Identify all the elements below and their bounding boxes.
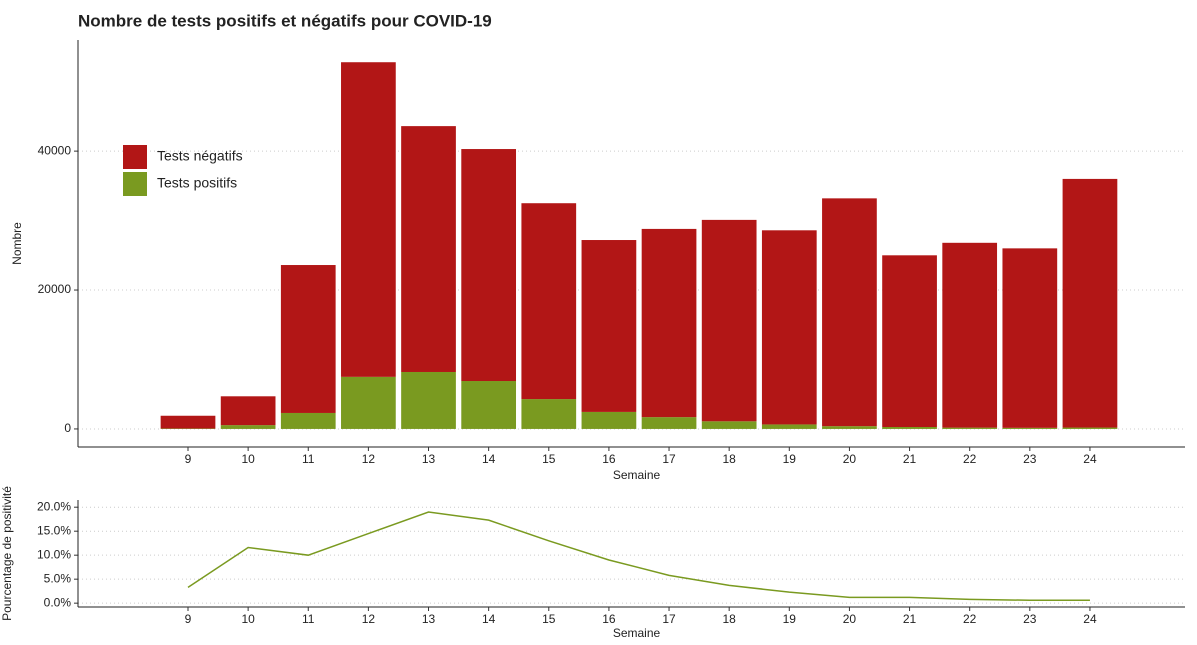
legend-label: Tests négatifs (157, 148, 243, 164)
x-tick-label: 20 (843, 612, 857, 626)
bar (401, 126, 456, 372)
x-tick-label: 20 (843, 452, 857, 466)
y-axis-label: Nombre (10, 222, 24, 265)
x-tick-label: 10 (241, 452, 255, 466)
bar (1002, 248, 1057, 427)
x-tick-label: 15 (542, 612, 556, 626)
x-tick-label: 18 (722, 612, 736, 626)
bar (281, 265, 336, 413)
bar (702, 220, 757, 421)
x-tick-label: 24 (1083, 612, 1097, 626)
legend-swatch (123, 172, 147, 196)
bar (582, 412, 637, 429)
bar (1063, 179, 1118, 428)
x-tick-label: 13 (422, 612, 436, 626)
bar (702, 421, 757, 429)
bar (341, 377, 396, 429)
x-tick-label: 22 (963, 612, 977, 626)
x-tick-label: 10 (241, 612, 255, 626)
bar (521, 399, 576, 429)
bar (341, 62, 396, 377)
bar (161, 416, 216, 429)
bar (521, 203, 576, 399)
x-axis-label: Semaine (613, 626, 661, 640)
x-tick-label: 21 (903, 612, 917, 626)
y-tick-label: 20000 (38, 282, 72, 296)
x-tick-label: 14 (482, 452, 496, 466)
x-tick-label: 12 (362, 452, 376, 466)
legend-label: Tests positifs (157, 175, 237, 191)
bar (822, 426, 877, 429)
bar (582, 240, 637, 412)
bar (221, 425, 276, 429)
bar (401, 372, 456, 429)
x-tick-label: 18 (722, 452, 736, 466)
x-tick-label: 17 (662, 612, 676, 626)
x-tick-label: 9 (185, 452, 192, 466)
bar (1063, 428, 1118, 429)
legend-swatch (123, 145, 147, 169)
x-tick-label: 13 (422, 452, 436, 466)
x-tick-label: 16 (602, 452, 616, 466)
bar (281, 413, 336, 429)
x-tick-label: 22 (963, 452, 977, 466)
bar (221, 396, 276, 425)
x-axis-label: Semaine (613, 468, 661, 482)
chart-title: Nombre de tests positifs et négatifs pou… (78, 11, 492, 30)
y-tick-label: 40000 (38, 143, 72, 157)
y-tick-label: 0.0% (44, 595, 72, 609)
bar (642, 417, 697, 429)
y-tick-label: 0 (64, 421, 71, 435)
x-tick-label: 14 (482, 612, 496, 626)
x-tick-label: 24 (1083, 452, 1097, 466)
bar (762, 230, 817, 424)
bar (1002, 428, 1057, 429)
bar (461, 149, 516, 381)
x-tick-label: 9 (185, 612, 192, 626)
y-axis-label: Pourcentage de positivité (0, 486, 14, 621)
y-tick-label: 20.0% (37, 499, 71, 513)
bar (642, 229, 697, 417)
bar (822, 198, 877, 426)
y-tick-label: 10.0% (37, 547, 71, 561)
bar (942, 428, 997, 429)
y-tick-label: 5.0% (44, 571, 72, 585)
x-tick-label: 19 (783, 612, 797, 626)
bar (942, 243, 997, 428)
bar (882, 427, 937, 429)
x-tick-label: 17 (662, 452, 676, 466)
bar (461, 381, 516, 429)
x-tick-label: 19 (783, 452, 797, 466)
bar (762, 424, 817, 429)
x-tick-label: 11 (302, 612, 315, 626)
line (188, 512, 1090, 600)
x-tick-label: 16 (602, 612, 616, 626)
bar (882, 255, 937, 427)
x-tick-label: 12 (362, 612, 376, 626)
x-tick-label: 23 (1023, 452, 1037, 466)
x-tick-label: 23 (1023, 612, 1037, 626)
x-tick-label: 21 (903, 452, 917, 466)
x-tick-label: 15 (542, 452, 556, 466)
y-tick-label: 15.0% (37, 523, 71, 537)
x-tick-label: 11 (302, 452, 315, 466)
